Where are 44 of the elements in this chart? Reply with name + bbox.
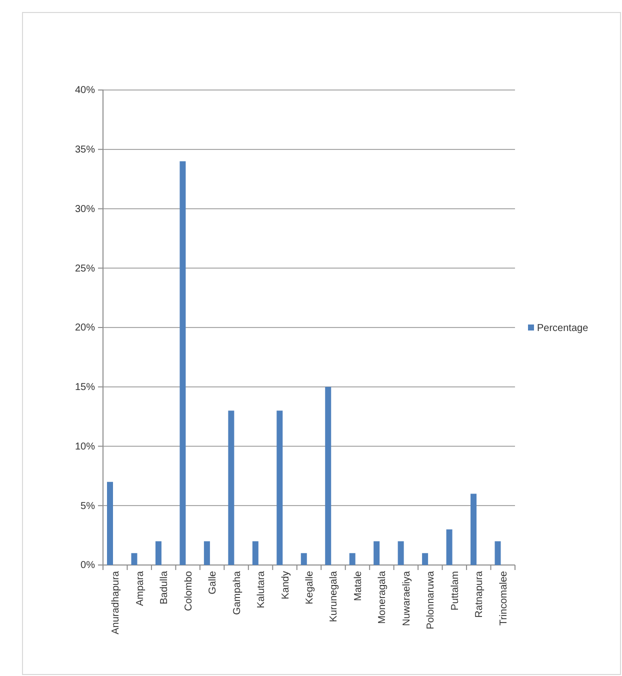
x-tick-label: Moneragala [377, 570, 388, 624]
x-tick-label: Ampara [134, 570, 146, 606]
bar [204, 541, 210, 565]
bar [494, 541, 501, 565]
bar [276, 410, 283, 565]
bar [422, 553, 428, 565]
x-tick-label: Gampaha [232, 570, 243, 615]
x-tick-label: Kandy [280, 571, 292, 600]
bar [349, 553, 356, 565]
x-tick-label: Galle [208, 570, 219, 594]
y-tick-label: 35% [74, 144, 96, 156]
bar [107, 482, 113, 565]
bar [180, 161, 186, 565]
y-tick-label: 5% [80, 500, 96, 512]
x-tick-label: Trincomalee [498, 570, 510, 626]
x-tick-label: Matale [352, 570, 364, 602]
bar [325, 386, 332, 565]
x-tick-label: Badulla [159, 570, 170, 604]
bar [446, 529, 452, 565]
y-tick-label: 15% [74, 382, 96, 394]
x-tick-label: Anuradhapura [110, 570, 122, 634]
bar [374, 541, 380, 565]
bar [252, 541, 258, 565]
bar [131, 553, 138, 565]
y-tick-label: 30% [74, 204, 96, 215]
x-tick-label: Kegalle [304, 570, 316, 604]
x-tick-label: Colombo [183, 570, 194, 612]
x-tick-label: Ratnapura [474, 570, 486, 618]
legend-label: Percentage [537, 323, 589, 334]
y-tick-label: 0% [80, 560, 96, 572]
y-tick-label: 10% [74, 441, 96, 452]
bar [470, 494, 477, 565]
bar [228, 410, 234, 565]
y-tick-label: 25% [74, 263, 96, 274]
y-tick-label: 40% [74, 85, 96, 96]
bar [398, 541, 404, 565]
bar [300, 553, 307, 565]
x-tick-label: Kalutara [256, 570, 268, 608]
x-tick-label: Kurunegala [328, 570, 340, 622]
y-tick-label: 20% [74, 322, 96, 334]
bar [155, 541, 162, 565]
x-tick-label: Polonnaruwa [426, 570, 437, 630]
x-tick-label: Nuwaraeliya [401, 570, 412, 626]
x-tick-label: Puttalam [450, 571, 461, 610]
